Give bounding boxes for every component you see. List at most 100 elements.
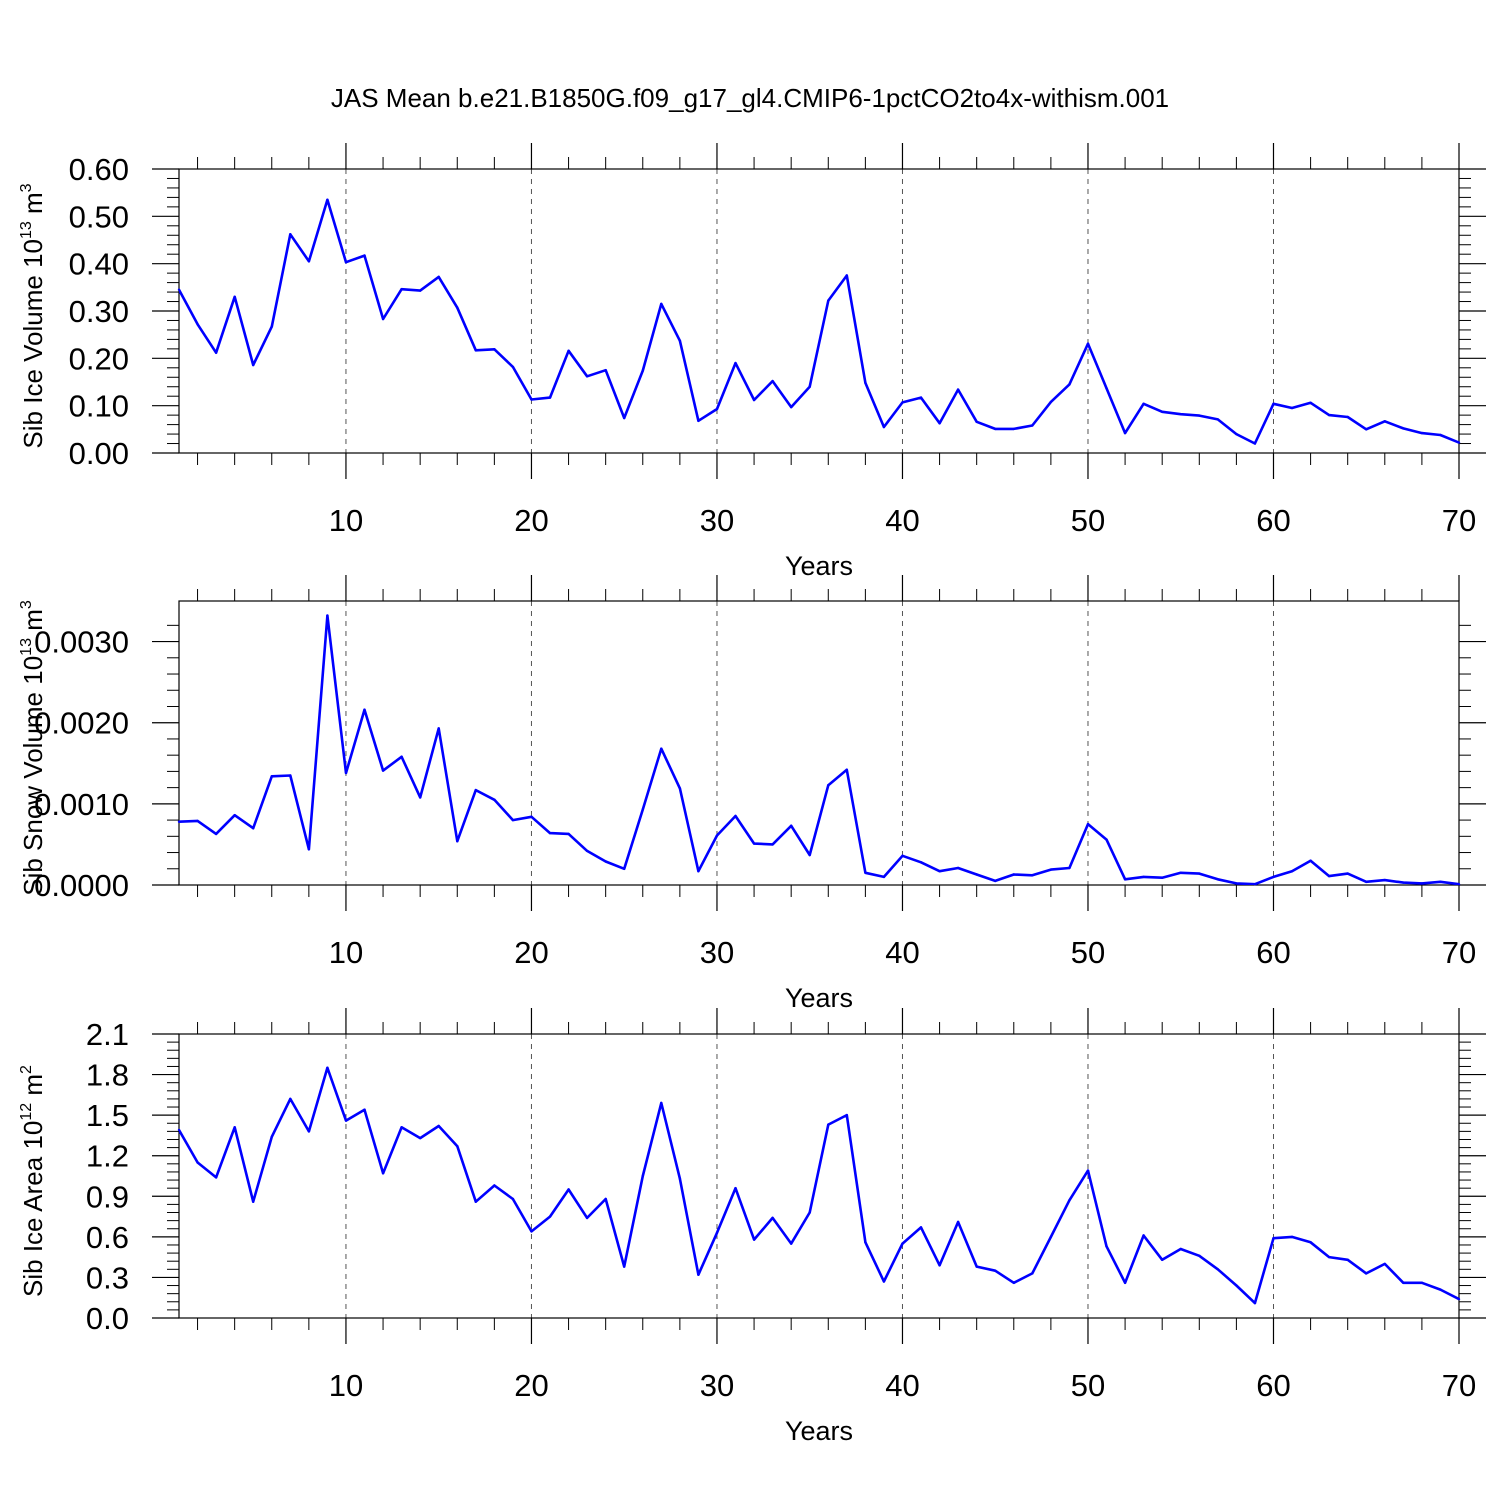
data-point (419, 1136, 422, 1140)
data-point (1123, 878, 1127, 881)
data-point (307, 1130, 311, 1133)
data-point (1161, 410, 1164, 413)
data-point (1068, 383, 1071, 386)
data-point (1383, 420, 1387, 423)
series-line (179, 198, 1459, 445)
data-point (270, 1135, 273, 1139)
data-point (437, 727, 440, 730)
x-tick-label: 20 (514, 503, 548, 538)
data-point (252, 363, 255, 367)
data-point (1142, 1234, 1145, 1237)
data-point (289, 233, 292, 236)
data-point (882, 425, 886, 429)
data-point (270, 775, 273, 778)
data-point (660, 1101, 663, 1105)
data-point (715, 1231, 719, 1235)
data-point (901, 854, 904, 857)
data-point (1420, 1281, 1424, 1285)
data-point (177, 1128, 181, 1132)
y-label-text: Sib Snow Volume 10 (18, 656, 48, 896)
data-point (1049, 1235, 1053, 1239)
data-point (604, 1197, 607, 1201)
data-point (252, 1200, 255, 1203)
chart-title: JAS Mean b.e21.B1850G.f09_g17_gl4.CMIP6-… (331, 83, 1169, 113)
data-point (289, 774, 292, 777)
data-point (808, 1211, 811, 1214)
data-point (1346, 415, 1349, 419)
data-point (845, 768, 848, 771)
data-point (1086, 822, 1090, 826)
data-point (196, 323, 199, 326)
data-point (530, 815, 533, 818)
x-axis-label: Years (785, 983, 853, 1013)
data-point (326, 198, 329, 201)
data-point (1179, 1247, 1182, 1251)
data-point (511, 1197, 515, 1201)
y-label-superscript: 13 (18, 221, 35, 239)
data-point (474, 1200, 477, 1203)
y-tick-label: 1.2 (86, 1139, 129, 1174)
series-line (179, 614, 1459, 885)
data-point (1365, 1272, 1368, 1275)
data-point (1420, 431, 1424, 435)
data-point (511, 818, 515, 822)
data-point (994, 427, 997, 431)
x-tick-label: 10 (329, 503, 363, 538)
data-point (1086, 342, 1090, 345)
data-point (1179, 871, 1182, 874)
y-tick-label: 2.1 (86, 1017, 129, 1052)
plot-frame (178, 600, 1460, 886)
data-point (233, 1126, 236, 1129)
data-point (1457, 1297, 1461, 1301)
x-axis-label: Years (785, 1416, 853, 1446)
panel-1: 10 20 30 40 50 60 70 0.00 0.10 0.20 0.30 0.40 0.50 0.… (18, 143, 1486, 581)
data-point (177, 820, 181, 823)
data-point (1439, 1288, 1442, 1291)
data-point (734, 814, 737, 818)
y-tick-label: 0.0010 (34, 787, 129, 822)
data-point (956, 1220, 960, 1224)
y-tick-label: 1.5 (86, 1098, 129, 1133)
y-label-superscript: 3 (18, 600, 35, 609)
data-point (1031, 1272, 1034, 1275)
y-label-text: Sib Ice Volume 10 (18, 239, 48, 449)
y-tick-label: 0.60 (69, 152, 129, 187)
data-point (901, 1242, 904, 1245)
data-point (882, 1280, 886, 1283)
data-point (1309, 1241, 1312, 1244)
data-point (548, 1215, 552, 1218)
data-point (1383, 878, 1387, 882)
data-point (1012, 1281, 1015, 1285)
data-point (196, 1161, 199, 1164)
data-point (882, 875, 886, 879)
data-point (326, 1066, 329, 1070)
data-point (214, 832, 218, 836)
data-point (307, 260, 311, 263)
data-point (1272, 402, 1275, 405)
data-point (864, 871, 867, 874)
data-point (363, 254, 366, 257)
x-tick-label: 60 (1256, 1368, 1290, 1403)
data-point (400, 1126, 403, 1129)
data-point (1031, 874, 1034, 877)
x-tick-label: 60 (1256, 935, 1290, 970)
data-point (1327, 874, 1331, 878)
data-point (919, 1226, 923, 1229)
x-tick-label: 30 (700, 1368, 734, 1403)
y-tick-label: 0.30 (69, 294, 129, 329)
data-point (493, 348, 496, 351)
data-point (919, 861, 923, 864)
data-point (1346, 872, 1349, 875)
x-tick-label: 30 (700, 935, 734, 970)
data-point (307, 848, 311, 851)
data-point (1198, 1254, 1201, 1258)
x-tick-label: 40 (885, 935, 919, 970)
data-point (864, 1241, 867, 1244)
y-tick-label: 0.6 (86, 1220, 129, 1255)
data-point (1161, 876, 1164, 879)
data-point (604, 860, 607, 863)
data-point (1123, 1281, 1127, 1285)
data-point (641, 369, 644, 372)
y-axis-label: Sib Snow Volume 1013 m3 (18, 600, 48, 896)
